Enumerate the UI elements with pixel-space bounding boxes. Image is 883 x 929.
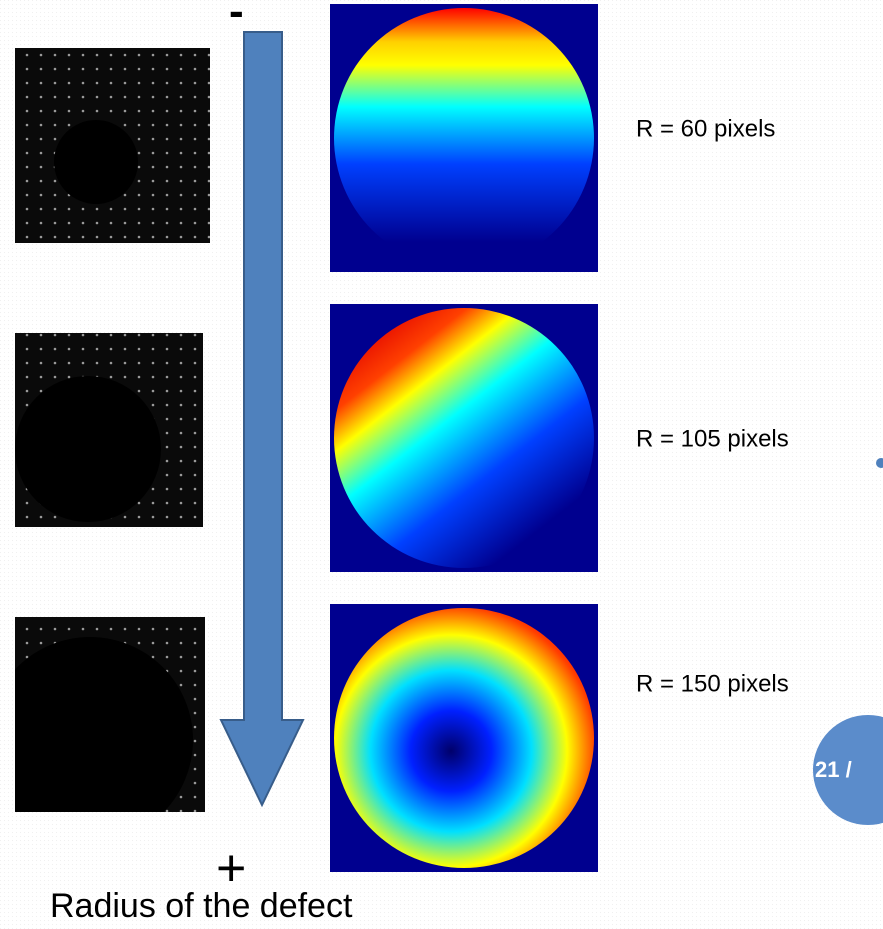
slide: - + Radius of the defect R = 60 pixels R…	[0, 0, 883, 929]
page: - + Radius of the defect R = 60 pixels R…	[0, 0, 883, 929]
map	[334, 608, 594, 868]
defect	[15, 376, 161, 522]
row-label: R = 60 pixels	[636, 115, 775, 142]
caption: Radius of the defect	[50, 887, 353, 925]
map	[334, 8, 594, 268]
page-number: 21 /	[815, 757, 852, 782]
row-label: R = 150 pixels	[636, 670, 789, 697]
top-label: -	[229, 0, 244, 36]
map	[334, 308, 594, 568]
defect	[54, 120, 138, 204]
row-label: R = 105 pixels	[636, 425, 789, 452]
